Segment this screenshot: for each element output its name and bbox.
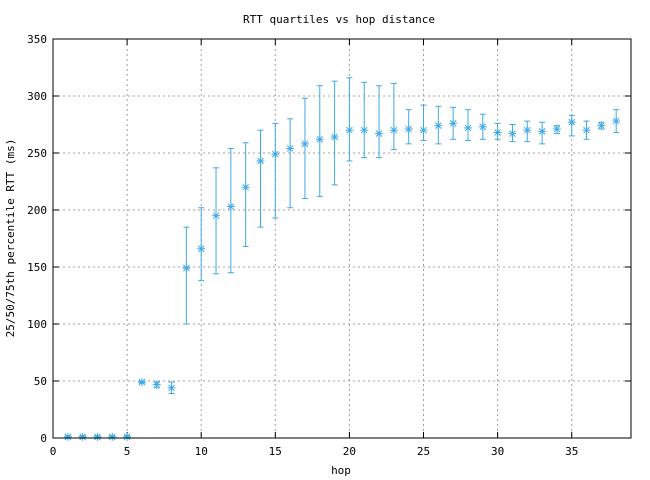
y-tick-label: 0 xyxy=(40,432,47,445)
median-star-stroke xyxy=(123,433,131,441)
median-point xyxy=(434,121,443,130)
median-point xyxy=(182,264,191,273)
median-star-stroke xyxy=(227,203,235,210)
median-point xyxy=(582,126,591,135)
median-point xyxy=(375,129,384,138)
median-star-stroke xyxy=(420,126,427,134)
median-point xyxy=(300,139,309,148)
median-point xyxy=(241,183,250,192)
median-star-stroke xyxy=(583,126,590,134)
y-tick-label: 350 xyxy=(27,33,47,46)
median-star-stroke xyxy=(153,381,161,388)
median-point xyxy=(226,202,235,211)
median-point xyxy=(167,383,176,392)
chart-title: RTT quartiles vs hop distance xyxy=(243,13,435,26)
median-star-stroke xyxy=(271,150,279,158)
median-star-stroke xyxy=(168,384,175,392)
median-star-stroke xyxy=(64,433,72,441)
median-star-stroke xyxy=(331,133,338,141)
median-point xyxy=(552,125,561,134)
median-point xyxy=(137,378,146,387)
median-star-stroke xyxy=(405,125,413,133)
median-point xyxy=(93,432,102,441)
x-tick-label: 25 xyxy=(417,445,430,458)
median-star-stroke xyxy=(183,264,190,272)
x-tick-label: 10 xyxy=(195,445,208,458)
median-star-stroke xyxy=(346,126,353,134)
median-point xyxy=(612,117,621,126)
median-star-stroke xyxy=(553,125,561,133)
median-star-stroke xyxy=(375,130,383,137)
x-tick-label: 30 xyxy=(491,445,504,458)
x-tick-label: 5 xyxy=(124,445,131,458)
median-point xyxy=(493,128,502,137)
y-tick-label: 100 xyxy=(27,318,47,331)
median-star-stroke xyxy=(464,124,472,132)
median-point xyxy=(123,432,132,441)
median-point xyxy=(478,122,487,131)
median-star-stroke xyxy=(212,212,220,220)
median-point xyxy=(271,150,280,159)
median-point xyxy=(389,126,398,135)
x-tick-label: 35 xyxy=(565,445,578,458)
median-star-stroke xyxy=(197,245,205,253)
median-star-stroke xyxy=(523,126,531,134)
median-point xyxy=(152,380,161,389)
median-star-stroke xyxy=(449,120,457,127)
median-star-stroke xyxy=(479,123,487,131)
median-point xyxy=(404,125,413,134)
median-star-stroke xyxy=(94,433,101,441)
median-star-stroke xyxy=(568,118,576,126)
median-star-stroke xyxy=(434,122,442,129)
median-point xyxy=(286,144,295,153)
median-point xyxy=(360,126,369,135)
median-point xyxy=(197,244,206,253)
median-point xyxy=(419,126,428,135)
median-star-stroke xyxy=(316,135,324,143)
y-tick-label: 50 xyxy=(34,375,47,388)
y-axis-label: 25/50/75th percentile RTT (ms) xyxy=(4,139,17,338)
median-star-stroke xyxy=(108,433,116,441)
median-point xyxy=(508,129,517,138)
x-tick-label: 0 xyxy=(50,445,57,458)
median-star-stroke xyxy=(612,117,620,125)
y-tick-label: 300 xyxy=(27,90,47,103)
x-tick-label: 20 xyxy=(343,445,356,458)
y-tick-label: 250 xyxy=(27,147,47,160)
median-star-stroke xyxy=(598,122,605,129)
median-point xyxy=(523,126,532,135)
median-star-stroke xyxy=(242,183,250,191)
median-point xyxy=(597,121,606,130)
median-point xyxy=(212,211,221,220)
median-star-stroke xyxy=(257,157,264,165)
median-point xyxy=(463,123,472,132)
median-point xyxy=(449,119,458,128)
x-tick-label: 15 xyxy=(269,445,282,458)
median-star-stroke xyxy=(538,127,546,135)
median-star-stroke xyxy=(79,433,86,441)
plot-frame xyxy=(52,38,632,439)
median-star-stroke xyxy=(138,378,146,386)
x-axis-label: hop xyxy=(331,464,351,477)
median-star-stroke xyxy=(509,130,516,137)
median-star-stroke xyxy=(301,140,309,148)
median-star-stroke xyxy=(390,126,398,134)
median-star-stroke xyxy=(360,126,368,134)
median-point xyxy=(256,156,265,165)
median-point xyxy=(538,127,547,136)
median-point xyxy=(108,432,117,441)
median-star-stroke xyxy=(494,129,501,136)
median-point xyxy=(330,133,339,142)
median-point xyxy=(78,432,87,441)
median-point xyxy=(315,135,324,144)
median-point xyxy=(63,432,72,441)
median-point xyxy=(567,118,576,127)
y-tick-label: 150 xyxy=(27,261,47,274)
median-point xyxy=(345,126,354,135)
y-tick-label: 200 xyxy=(27,204,47,217)
median-star-stroke xyxy=(286,145,294,152)
